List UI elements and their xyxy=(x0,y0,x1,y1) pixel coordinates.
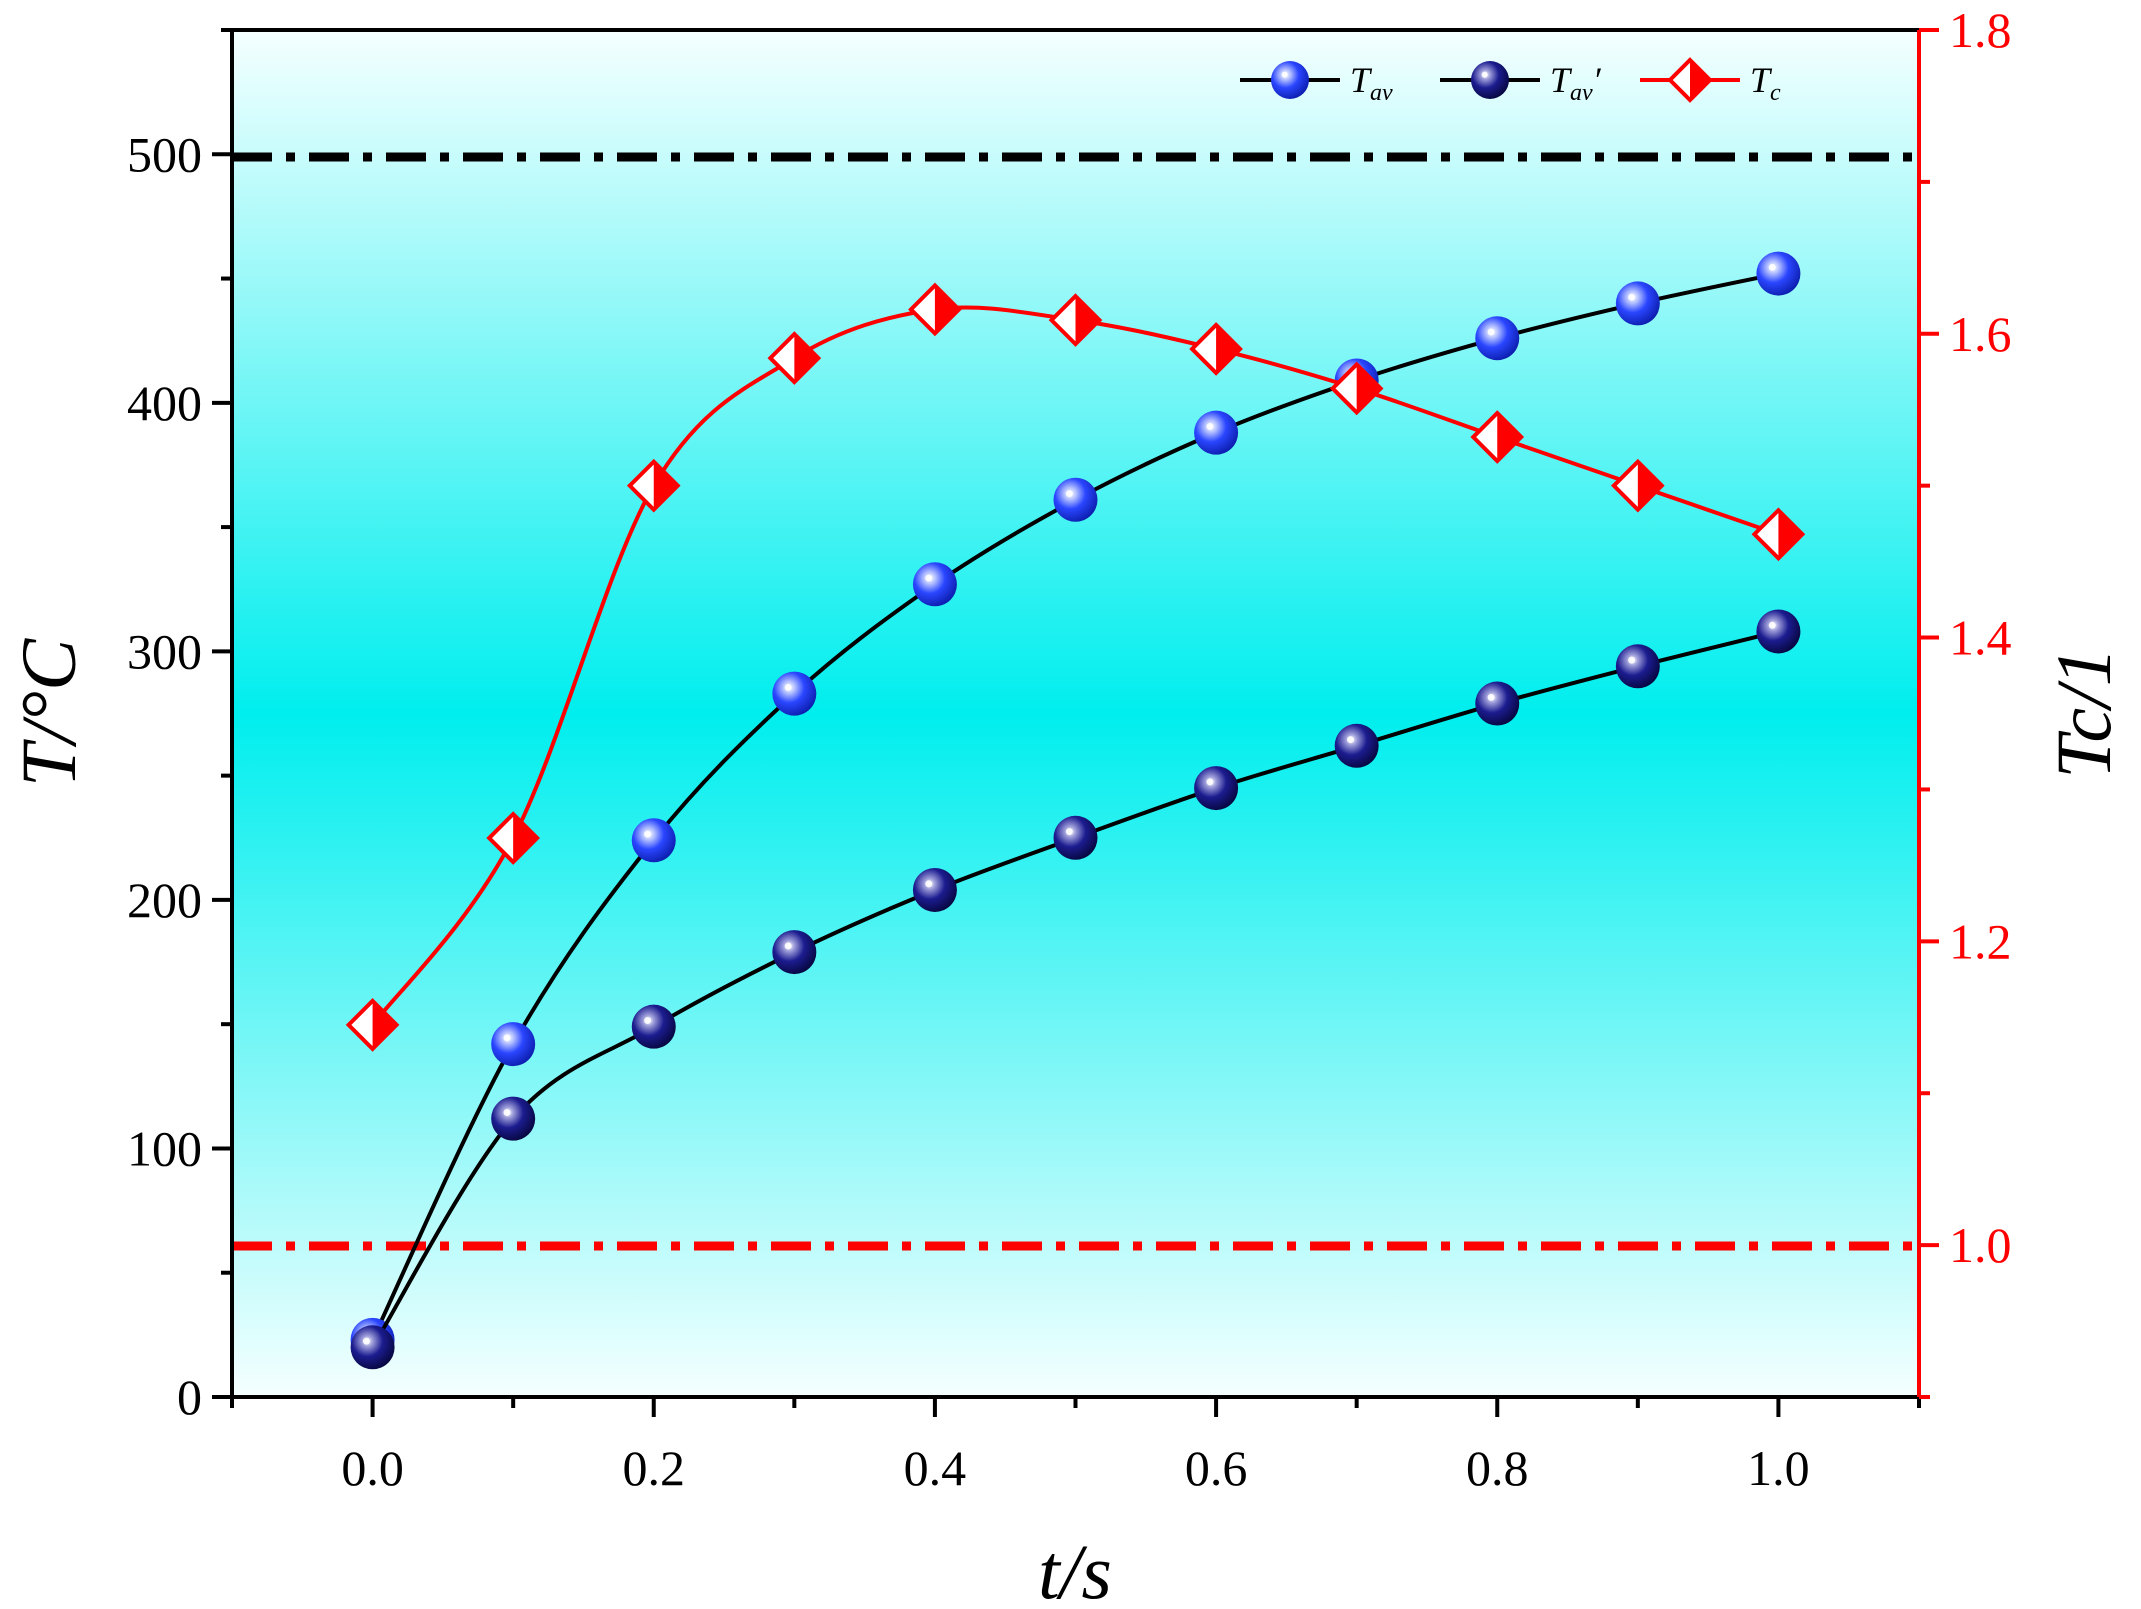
y-right-tick-label-0: 1.0 xyxy=(1949,1217,2012,1273)
data-point-1-4 xyxy=(912,867,957,912)
data-point-0-9 xyxy=(1615,281,1660,326)
legend-entry-2: Tc xyxy=(1640,57,1781,106)
y-axis-right-title: Tc/1 xyxy=(2040,647,2127,779)
data-point-2-7 xyxy=(1329,361,1384,416)
y-right-tick-label-2: 1.4 xyxy=(1949,610,2012,666)
data-point-0-3 xyxy=(772,671,817,716)
data-point-1-1 xyxy=(491,1096,536,1141)
x-tick-label-2: 0.4 xyxy=(904,1440,967,1496)
data-point-0-8 xyxy=(1475,316,1520,361)
legend-marker-0 xyxy=(1271,61,1309,99)
legend: Tav Tav′ Tc xyxy=(1240,57,1781,106)
series-2 xyxy=(345,282,1806,1052)
legend-label-1: Tav′ xyxy=(1550,60,1602,106)
y-left-tick-label-3: 300 xyxy=(127,623,202,679)
plot-background xyxy=(232,30,1919,1397)
x-tick-label-5: 1.0 xyxy=(1747,1440,1810,1496)
y-right-tick-label-3: 1.6 xyxy=(1949,306,2012,362)
data-point-2-5 xyxy=(1048,293,1103,347)
data-point-2-9 xyxy=(1611,458,1665,513)
legend-marker-1 xyxy=(1471,61,1509,99)
data-point-0-2 xyxy=(631,818,676,863)
data-point-1-7 xyxy=(1334,723,1379,768)
data-point-2-3 xyxy=(767,331,822,385)
y-left-tick-label-0: 0 xyxy=(177,1369,202,1425)
legend-label-0: Tav xyxy=(1350,60,1393,106)
x-axis-title: t/s xyxy=(1038,1528,1112,1609)
data-point-2-1 xyxy=(486,811,540,865)
legend-entry-0: Tav xyxy=(1240,60,1393,106)
y-left-tick-label-1: 100 xyxy=(127,1120,202,1176)
series-1 xyxy=(350,609,1801,1370)
y-left-tick-label-4: 400 xyxy=(127,375,202,431)
data-point-0-5 xyxy=(1053,477,1098,522)
axes-layer: 0.0 0.2 0.4 0.6 0.8 1.0 0 100 200 300 400 500 1.0 1.2… xyxy=(127,2,2012,1496)
data-point-0-6 xyxy=(1194,410,1239,455)
data-point-1-0 xyxy=(350,1325,395,1370)
data-point-1-10 xyxy=(1756,609,1801,654)
data-point-1-2 xyxy=(631,1004,676,1049)
data-point-2-0 xyxy=(345,998,400,1052)
x-tick-label-3: 0.6 xyxy=(1185,1440,1248,1496)
x-tick-label-0: 0.0 xyxy=(341,1440,404,1496)
y-left-tick-label-5: 500 xyxy=(127,126,202,182)
data-point-2-4 xyxy=(908,282,962,337)
series-line-2 xyxy=(370,305,1780,1027)
data-point-2-2 xyxy=(626,458,681,513)
data-point-2-8 xyxy=(1470,410,1525,464)
data-point-1-9 xyxy=(1615,644,1660,689)
data-point-0-4 xyxy=(912,562,957,607)
y-right-tick-label-4: 1.8 xyxy=(1949,2,2012,58)
data-point-0-10 xyxy=(1756,251,1801,296)
x-tick-label-4: 0.8 xyxy=(1466,1440,1529,1496)
legend-marker-2 xyxy=(1667,57,1713,103)
y-right-tick-label-1: 1.2 xyxy=(1949,913,2012,969)
data-point-0-1 xyxy=(491,1022,536,1067)
data-point-1-3 xyxy=(772,930,817,975)
y-axis-left-title: T/°C xyxy=(5,638,92,787)
y-left-tick-label-2: 200 xyxy=(127,872,202,928)
legend-label-2: Tc xyxy=(1750,60,1781,106)
data-point-1-8 xyxy=(1475,681,1520,726)
data-point-1-6 xyxy=(1194,766,1239,811)
data-point-2-6 xyxy=(1189,322,1243,376)
legend-entry-1: Tav′ xyxy=(1440,60,1602,106)
data-point-1-5 xyxy=(1053,815,1098,860)
data-point-2-10 xyxy=(1751,507,1806,562)
series-layer xyxy=(345,251,1806,1370)
x-tick-label-1: 0.2 xyxy=(623,1440,686,1496)
